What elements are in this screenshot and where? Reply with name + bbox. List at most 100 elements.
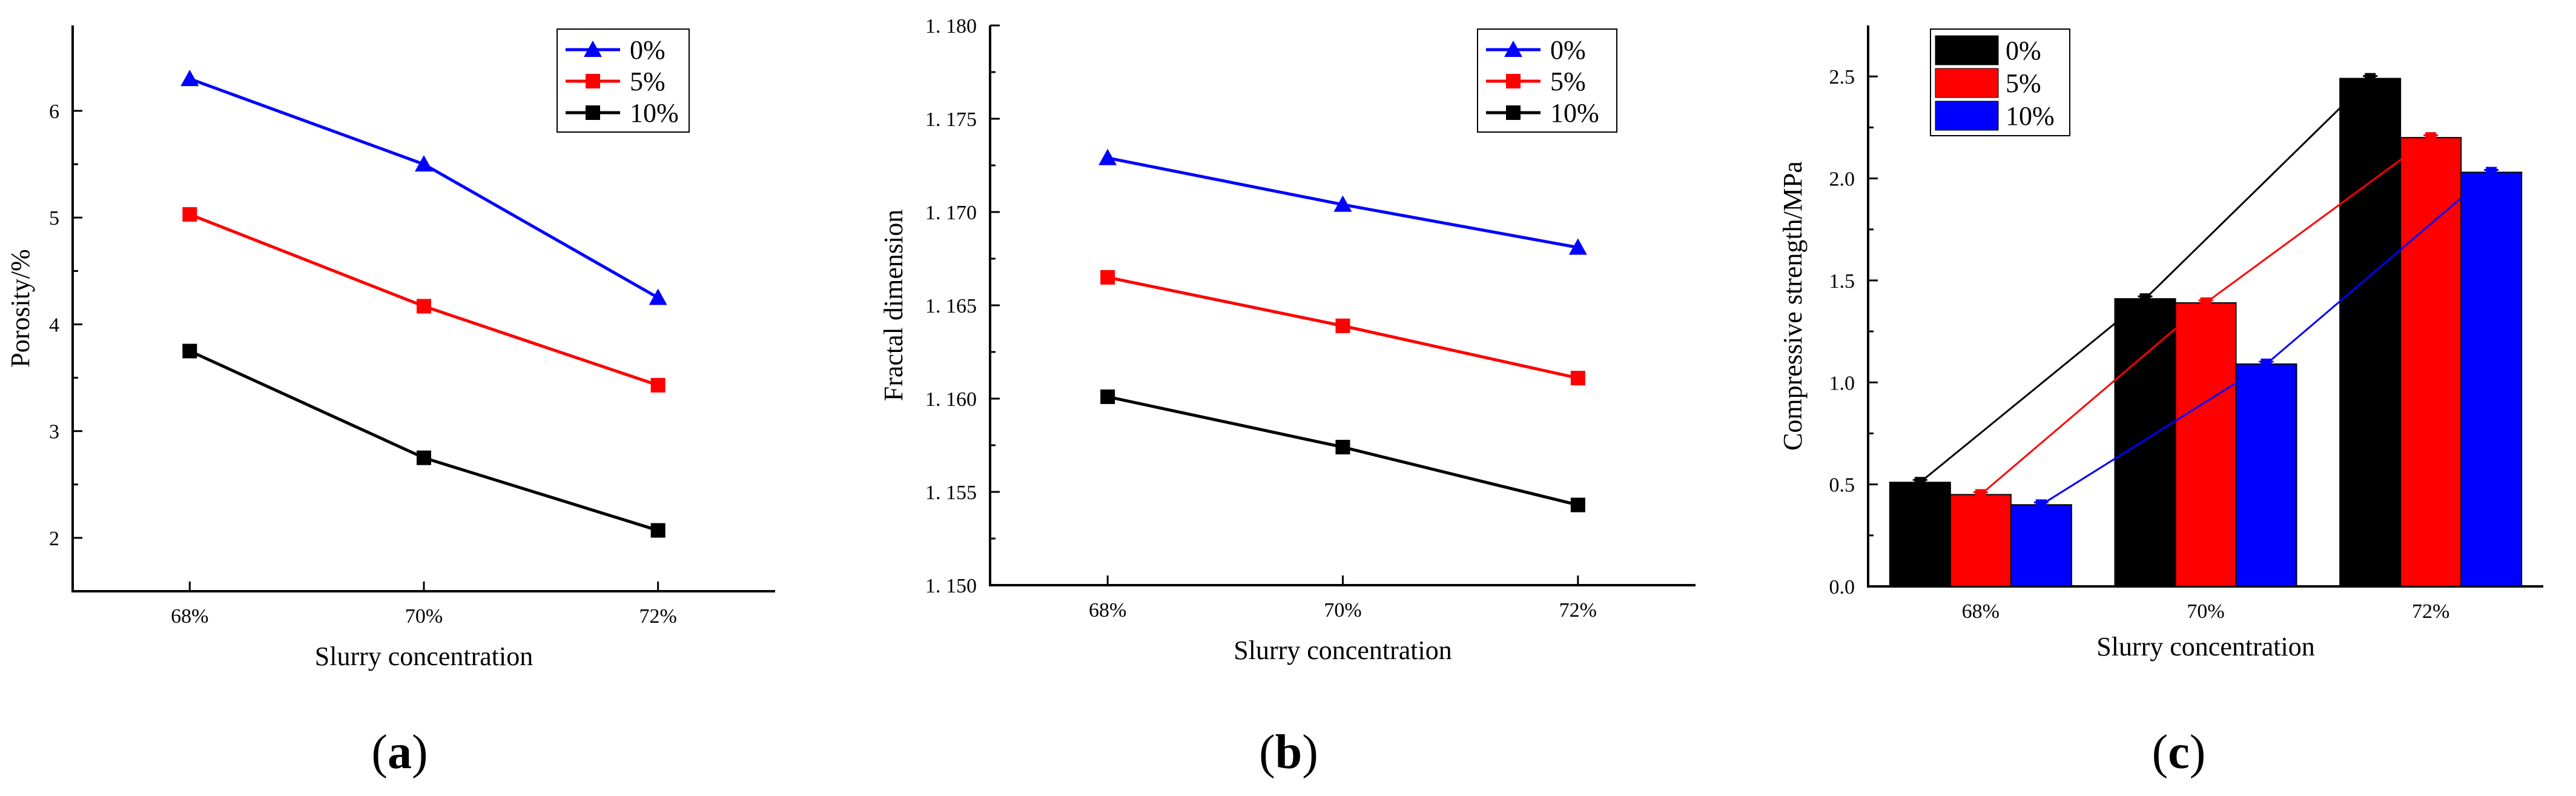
x-tick-label: 70% (2187, 600, 2224, 623)
data-point (1100, 270, 1115, 285)
legend-marker (1506, 105, 1521, 120)
x-axis-label: Slurry concentration (2096, 632, 2314, 662)
data-point (650, 377, 665, 393)
legend-item-0%: 0% (1935, 35, 2041, 65)
caption-letter: a (388, 726, 412, 779)
trend-point (2425, 132, 2437, 144)
x-tick-label: 72% (639, 605, 677, 628)
series-0% (180, 70, 667, 305)
bar (2460, 171, 2523, 587)
legend-label: 5% (2006, 68, 2041, 98)
caption-close-paren: ) (1302, 726, 1318, 779)
legend-marker (584, 41, 602, 57)
trend-point (2365, 73, 2376, 84)
y-tick-label: 1. 180 (925, 15, 977, 38)
series-5% (182, 207, 665, 393)
series-10% (1100, 389, 1585, 512)
trend-point (2035, 499, 2047, 511)
data-point (182, 207, 197, 222)
data-point (182, 343, 197, 359)
y-tick-label: 6 (49, 101, 59, 123)
trend-point (1975, 489, 1986, 500)
data-point (180, 70, 199, 87)
series-line (189, 350, 659, 532)
legend-item-5%: 5% (1935, 68, 2041, 98)
trend-point (2139, 293, 2151, 305)
legend-swatch (1935, 101, 1999, 131)
legend-item-10%: 10% (1486, 98, 1599, 128)
y-axis-label: Fractal dimension (879, 210, 908, 402)
legend: 0%5%10% (556, 28, 690, 133)
y-tick-label: 1.5 (1829, 270, 1855, 293)
bar (1889, 482, 1951, 588)
x-tick-label: 68% (1962, 600, 2000, 623)
legend-label: 10% (630, 98, 679, 128)
data-point (1333, 195, 1352, 212)
series-5% (1949, 132, 2462, 587)
bar (2010, 504, 2072, 587)
data-point (417, 450, 431, 465)
caption-letter: b (1275, 726, 1303, 779)
legend-label: 0% (2006, 36, 2041, 65)
caption-letter: c (2168, 726, 2190, 779)
series-0% (1098, 148, 1587, 255)
y-tick-label: 1. 175 (925, 108, 977, 131)
legend-item-10%: 10% (566, 98, 679, 128)
trend-point (2200, 297, 2211, 308)
trend-point (2261, 358, 2272, 370)
x-tick-label: 70% (405, 605, 443, 628)
legend-label: 0% (1550, 35, 1586, 65)
y-tick-label: 2.5 (1829, 66, 1855, 88)
y-tick-label: 1. 155 (925, 482, 977, 504)
panel-caption: (c) (2152, 726, 2206, 779)
data-point (1335, 318, 1350, 333)
data-point (1570, 371, 1585, 386)
chart-panel-c: 0.0 0.5 1.0 1.5 2.0 2.5 68% 70% 72% Slurry concen… (1778, 25, 2543, 779)
data-point (417, 299, 431, 314)
data-point (1568, 238, 1587, 255)
trend-point (1914, 477, 1926, 488)
bar (2235, 363, 2297, 587)
data-point (650, 523, 665, 538)
legend: 0%5%10% (1477, 28, 1617, 133)
legend-label: 10% (1550, 98, 1599, 128)
y-tick-label: 3 (49, 421, 59, 443)
y-tick-label: 2 (49, 528, 59, 550)
caption-open-paren: ( (1259, 726, 1275, 779)
data-point (1335, 440, 1350, 455)
data-point (1570, 497, 1585, 512)
legend-label: 0% (630, 35, 665, 65)
legend-item-5%: 5% (566, 67, 665, 96)
x-tick-label: 70% (1324, 599, 1361, 622)
x-axis-label: Slurry concentration (1234, 635, 1451, 665)
caption-close-paren: ) (412, 726, 428, 779)
chart-panel-a: 2 3 4 5 6 68% 70% 72% Slurry concentration Porosi… (5, 25, 775, 779)
bar (1949, 494, 2012, 587)
data-point (415, 155, 433, 172)
legend-swatch (1935, 68, 1999, 98)
caption-close-paren: ) (2190, 726, 2206, 779)
legend-label: 5% (630, 67, 665, 96)
legend-label: 5% (1550, 67, 1586, 96)
legend-marker (1506, 74, 1521, 88)
y-tick-label: 5 (49, 207, 59, 230)
y-tick-label: 1.0 (1829, 372, 1855, 394)
panel-caption: (b) (1259, 726, 1318, 779)
y-tick-label: 0.5 (1829, 474, 1855, 497)
legend-marker (1504, 41, 1522, 57)
y-tick-label: 1. 150 (925, 575, 977, 597)
panel-caption: (a) (371, 726, 428, 779)
caption-open-paren: ( (2152, 726, 2168, 779)
series-10% (182, 343, 665, 538)
bar (2339, 78, 2402, 588)
legend-marker (586, 74, 600, 88)
bar (2175, 302, 2237, 587)
legend-swatch (1935, 35, 1999, 65)
series-0% (1889, 73, 2402, 588)
x-tick-label: 72% (2412, 600, 2449, 623)
series-10% (2010, 167, 2523, 587)
y-axis-label: Compressive strength/MPa (1778, 161, 1808, 451)
y-tick-label: 0.0 (1829, 576, 1855, 599)
legend-label: 10% (2006, 101, 2055, 131)
y-tick-label: 1. 170 (925, 202, 977, 224)
